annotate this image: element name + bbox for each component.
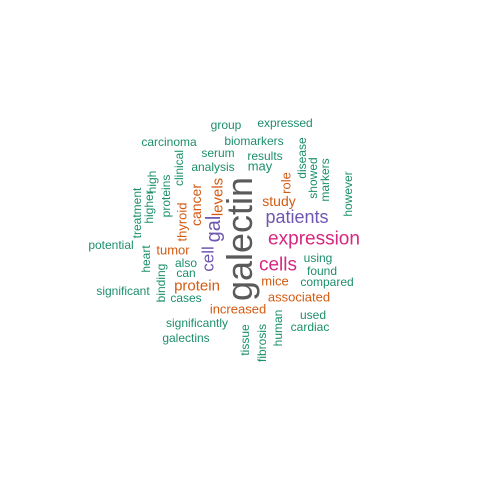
word-may: may	[247, 158, 273, 174]
word-binding: binding	[154, 263, 168, 303]
word-proteins: proteins	[159, 174, 173, 218]
word-study: study	[262, 193, 296, 209]
word-tumor: tumor	[156, 242, 190, 258]
word-markers: markers	[318, 158, 332, 202]
word-potential: potential	[88, 238, 134, 252]
word-cases: cases	[170, 291, 202, 305]
word-galectin: galectin	[219, 176, 260, 302]
word-protein: protein	[174, 277, 220, 295]
word-heart: heart	[139, 245, 153, 273]
word-can: can	[176, 266, 196, 280]
word-higher: higher	[142, 190, 156, 224]
word-gal: gal	[203, 215, 225, 243]
word-group: group	[210, 118, 242, 132]
word-associated: associated	[267, 289, 331, 305]
word-fibrosis: fibrosis	[255, 323, 269, 363]
word-used: used	[299, 308, 327, 322]
word-patients: patients	[265, 207, 329, 227]
word-biomarkers: biomarkers	[224, 134, 284, 148]
word-role: role	[278, 172, 294, 194]
word-significantly: significantly	[165, 316, 229, 330]
word-galectins: galectins	[162, 331, 210, 345]
word-increased: increased	[209, 301, 267, 317]
word-thyroid: thyroid	[174, 202, 190, 242]
word-carcinoma: carcinoma	[141, 135, 197, 149]
word-analysis: analysis	[191, 160, 235, 174]
word-expressed: expressed	[257, 116, 313, 130]
word-human: human	[271, 309, 285, 347]
word-levels: levels	[209, 177, 227, 217]
word-clinical: clinical	[172, 149, 186, 187]
word-found: found	[306, 264, 338, 278]
word-cardiac: cardiac	[290, 320, 330, 334]
word-compared: compared	[300, 275, 354, 289]
word-results: results	[247, 149, 283, 163]
word-also: also	[174, 256, 198, 270]
word-cells: cells	[258, 254, 298, 276]
word-serum: serum	[201, 146, 235, 160]
word-treatment: treatment	[130, 187, 144, 239]
word-however: however	[341, 171, 355, 217]
word-mice: mice	[261, 273, 289, 289]
word-cell: cell	[198, 246, 218, 272]
word-cancer: cancer	[188, 183, 204, 227]
word-expression: expression	[268, 228, 360, 250]
word-significant: significant	[96, 284, 150, 298]
word-tissue: tissue	[238, 324, 252, 356]
word-using: using	[303, 251, 333, 265]
